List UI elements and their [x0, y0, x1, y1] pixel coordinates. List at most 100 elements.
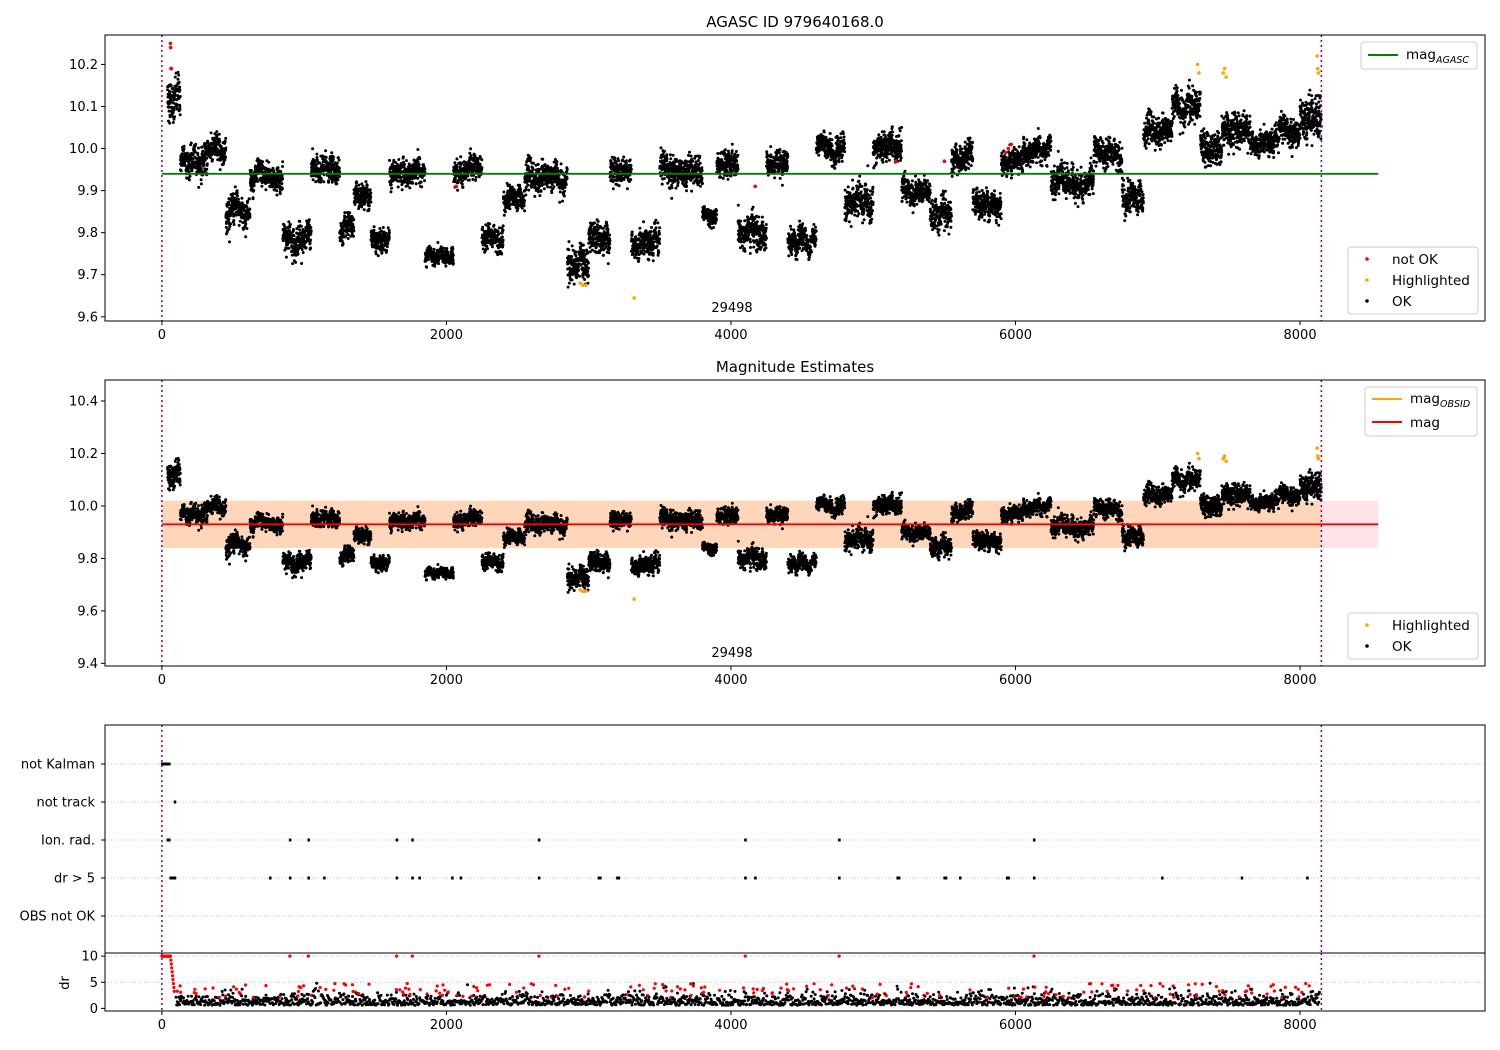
ok-point — [671, 153, 675, 157]
ok-point — [564, 183, 568, 186]
y-tick-label: 9.6 — [77, 310, 98, 325]
ok-point — [752, 245, 756, 249]
ok-point — [497, 232, 501, 236]
ok-point — [240, 201, 244, 205]
ok-point — [244, 219, 248, 223]
ok-point — [508, 207, 512, 211]
ok-point — [727, 152, 731, 156]
ok-point — [622, 178, 626, 181]
ok-point — [178, 85, 182, 89]
ok-point — [414, 182, 418, 186]
ok-point — [423, 179, 426, 183]
ok-point — [653, 221, 657, 225]
ok-point — [606, 262, 610, 266]
ok-point — [168, 89, 172, 93]
ok-point — [526, 183, 530, 187]
ok-point — [396, 185, 400, 189]
ok-point — [386, 242, 390, 246]
ok-point — [527, 188, 531, 192]
top-title: AGASC ID 979640168.0 — [706, 13, 884, 31]
ok-point — [281, 165, 284, 168]
ok-point — [601, 227, 605, 230]
top-panel: AGASC ID 979640168.0 9.69.79.89.910.010.… — [69, 13, 1486, 343]
ok-point — [304, 246, 308, 250]
ok-point — [453, 161, 457, 165]
ok-point — [685, 184, 689, 188]
ok-point — [731, 169, 735, 173]
ok-point — [698, 161, 702, 165]
ok-point — [636, 250, 640, 254]
ok-point — [574, 254, 578, 258]
ok-point — [663, 149, 666, 153]
ok-point — [309, 229, 313, 233]
ok-point — [168, 121, 172, 125]
ok-point — [390, 186, 394, 190]
ok-point — [716, 152, 720, 155]
ok-point — [260, 184, 264, 188]
ok-point — [309, 238, 313, 242]
ok-point — [201, 149, 205, 153]
ok-point — [559, 162, 563, 166]
ok-point — [601, 253, 605, 257]
ok-point — [199, 167, 203, 171]
ok-point — [629, 167, 633, 171]
ok-point — [460, 182, 464, 186]
y-tick-label: 10.1 — [69, 100, 98, 115]
ok-point — [436, 241, 440, 244]
ok-point — [404, 159, 408, 163]
ok-point — [629, 164, 633, 167]
ok-point — [567, 240, 571, 244]
ok-point — [368, 188, 372, 192]
ok-point — [542, 182, 545, 186]
y-tick-label: 10.2 — [69, 58, 98, 73]
ok-point — [287, 220, 291, 224]
ok-point — [224, 225, 228, 229]
ok-point — [714, 218, 718, 222]
ok-point — [657, 232, 661, 235]
ok-point — [372, 228, 376, 232]
ok-point — [583, 278, 587, 281]
ok-point — [364, 180, 368, 184]
ok-point — [252, 184, 256, 188]
ok-point — [510, 185, 514, 189]
ok-point — [459, 155, 463, 159]
ok-point — [474, 175, 478, 179]
ok-point — [244, 235, 248, 239]
ok-point — [734, 150, 738, 153]
ok-point — [743, 247, 746, 251]
ok-point — [687, 153, 690, 157]
y-tick-label: 9.9 — [77, 184, 98, 199]
ok-point — [563, 185, 567, 189]
ok-point — [674, 186, 678, 190]
ok-point — [516, 207, 520, 210]
ok-point — [474, 178, 478, 182]
ok-point — [665, 153, 669, 157]
ok-point — [309, 226, 313, 229]
ok-point — [561, 199, 564, 203]
ok-point — [182, 144, 186, 148]
ok-point — [214, 143, 218, 147]
ok-point — [338, 175, 341, 178]
ok-point — [324, 155, 328, 159]
ok-point — [179, 169, 183, 173]
ok-point — [689, 154, 693, 158]
ok-point — [691, 159, 695, 163]
ok-point — [665, 157, 669, 161]
ok-point — [411, 181, 415, 185]
ok-point — [172, 117, 176, 121]
ok-point — [712, 226, 716, 229]
ok-point — [634, 235, 638, 239]
ok-point — [218, 140, 222, 143]
ok-point — [715, 209, 718, 213]
ok-point — [292, 234, 296, 238]
ok-point — [348, 211, 352, 215]
ok-point — [284, 255, 288, 259]
ok-point — [261, 160, 265, 164]
ok-point — [231, 192, 235, 196]
ok-point — [209, 131, 213, 135]
x-tick-label: 2000 — [430, 328, 463, 343]
ok-point — [437, 262, 440, 266]
ok-point — [637, 260, 640, 263]
ok-point — [532, 161, 535, 165]
ok-point — [607, 251, 611, 255]
